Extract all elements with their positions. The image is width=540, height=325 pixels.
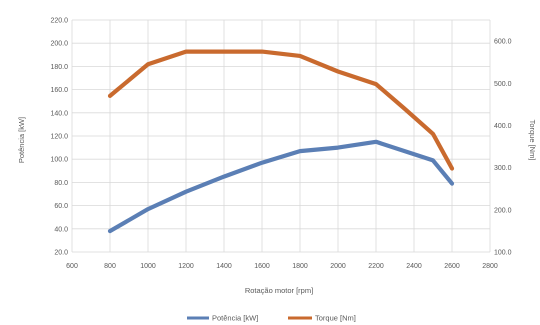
right-axis-ticks: 100.0 200.0 300.0 400.0 500.0 600.0 <box>494 39 512 257</box>
x-tick-label: 1000 <box>140 263 156 270</box>
x-tick-label: 1800 <box>292 263 308 270</box>
left-tick-label: 160.0 <box>50 87 68 94</box>
legend-label-potencia: Potência [kW] <box>212 314 258 323</box>
left-tick-label: 180.0 <box>50 64 68 71</box>
series-line-torque <box>107 49 455 171</box>
x-tick-label: 2200 <box>368 263 384 270</box>
legend: Potência [kW] Torque [Nm] <box>187 314 356 323</box>
x-tick-label: 1600 <box>254 263 270 270</box>
left-tick-label: 120.0 <box>50 134 68 141</box>
left-tick-label: 200.0 <box>50 41 68 48</box>
x-axis-ticks: 600 800 1000 1200 1400 1600 1800 2000 2200 2400 26… <box>66 263 498 270</box>
x-tick-label: 2000 <box>330 263 346 270</box>
legend-label-torque: Torque [Nm] <box>315 314 356 323</box>
x-axis-title: Rotação motor [rpm] <box>245 286 313 295</box>
left-axis-title: Potência [kW] <box>17 117 26 163</box>
left-tick-label: 80.0 <box>54 180 68 187</box>
x-tick-label: 2400 <box>406 263 422 270</box>
x-tick-label: 800 <box>104 263 116 270</box>
left-tick-label: 20.0 <box>54 250 68 257</box>
x-tick-label: 2600 <box>444 263 460 270</box>
x-tick-label: 1200 <box>178 263 194 270</box>
right-axis-title: Torque [Nm] <box>528 120 537 161</box>
left-axis-ticks: 20.0 40.0 60.0 80.0 100.0 120.0 140.0 160.0 180.… <box>50 18 68 257</box>
left-tick-label: 40.0 <box>54 226 68 233</box>
x-tick-label: 1400 <box>216 263 232 270</box>
left-tick-label: 140.0 <box>50 110 68 117</box>
right-tick-label: 200.0 <box>494 207 512 214</box>
series-lines <box>107 49 455 234</box>
x-tick-label: 2800 <box>482 263 498 270</box>
right-tick-label: 400.0 <box>494 123 512 130</box>
right-tick-label: 100.0 <box>494 250 512 257</box>
right-tick-label: 300.0 <box>494 165 512 172</box>
right-tick-label: 600.0 <box>494 39 512 46</box>
left-tick-label: 220.0 <box>50 18 68 25</box>
left-tick-label: 100.0 <box>50 157 68 164</box>
gridlines <box>71 19 491 253</box>
left-tick-label: 60.0 <box>54 203 68 210</box>
x-tick-label: 600 <box>66 263 78 270</box>
series-line-potencia <box>107 139 455 234</box>
right-tick-label: 500.0 <box>494 81 512 88</box>
